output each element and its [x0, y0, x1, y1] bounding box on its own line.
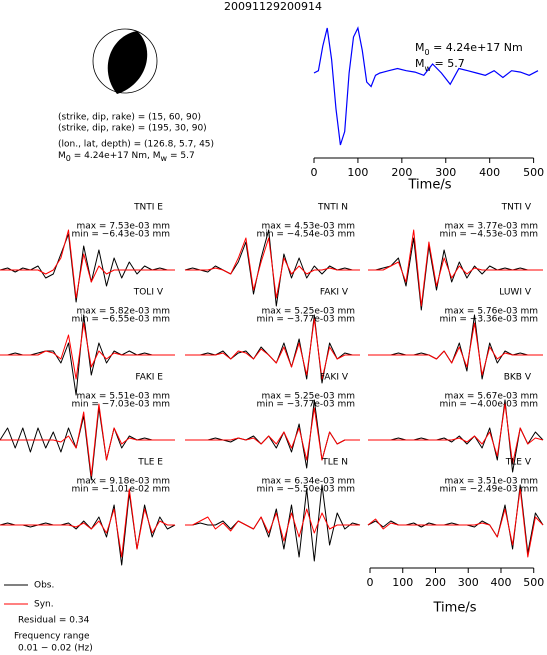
min-label: min = −4.53e-03 mm [440, 230, 538, 240]
location: (lon., lat, depth) = (126.8, 5.7, 45) [58, 140, 214, 150]
syn-trace [0, 322, 175, 380]
syn-trace [368, 403, 544, 465]
station: LUWI V [499, 288, 532, 298]
syn-trace [185, 407, 360, 461]
max-label: max = 5.51e-03 mm [76, 392, 170, 402]
station: TLE E [137, 458, 163, 468]
x-tick-label: 200 [425, 576, 446, 589]
max-label: max = 5.82e-03 mm [76, 307, 170, 317]
min-label: min = −6.43e-03 mm [72, 230, 170, 240]
station: FAKI E [135, 373, 163, 383]
frequency: 0.01 − 0.02 (Hz) [18, 644, 93, 654]
obs-trace [367, 484, 544, 554]
max-label: max = 6.34e-03 mm [261, 477, 355, 487]
obs-trace [368, 314, 543, 380]
plane2: (strike, dip, rake) = (195, 30, 90) [58, 124, 207, 134]
station: TLE N [321, 458, 348, 468]
x-tick-label: 0 [311, 166, 318, 179]
station: BKB V [504, 373, 532, 383]
title: 20091129200914 [224, 0, 322, 13]
x-tick-label: 300 [458, 576, 479, 589]
x-tick-label: 400 [490, 576, 511, 589]
min-label: min = −6.55e-03 mm [72, 315, 170, 325]
syn-trace [185, 318, 360, 380]
station: TNTI V [501, 203, 532, 213]
min-label: min = −3.77e-03 mm [257, 400, 355, 410]
legend-syn: Syn. [34, 600, 54, 610]
x-tick-label: 500 [523, 576, 544, 589]
min-label: min = −4.00e-03 mm [440, 400, 538, 410]
x-tick-label: 0 [367, 576, 374, 589]
x-tick-label: 500 [523, 166, 544, 179]
min-label: min = −3.77e-03 mm [257, 315, 355, 325]
stf-line [313, 26, 539, 146]
stf-moment: M0 = 4.24e+17 Nm [415, 41, 523, 57]
max-label: max = 5.76e-03 mm [444, 307, 538, 317]
frequency-title: Frequency range [14, 632, 90, 642]
max-label: max = 9.18e-03 mm [76, 477, 170, 487]
x-tick-label: 100 [392, 576, 413, 589]
legend-obs: Obs. [34, 581, 54, 591]
max-label: max = 5.25e-03 mm [261, 392, 355, 402]
max-label: max = 5.25e-03 mm [261, 307, 355, 317]
station: FAKI V [320, 373, 349, 383]
plane1: (strike, dip, rake) = (15, 60, 90) [58, 113, 201, 123]
min-label: min = −2.49e-03 mm [440, 485, 538, 495]
syn-trace [0, 403, 175, 477]
station: TNTI N [317, 203, 348, 213]
syn-trace [368, 229, 543, 307]
max-label: max = 3.51e-03 mm [444, 477, 538, 487]
syn-trace [185, 508, 360, 542]
x-tick-label: 200 [391, 166, 412, 179]
max-label: max = 4.53e-03 mm [261, 222, 355, 232]
max-label: max = 5.67e-03 mm [444, 392, 538, 402]
min-label: min = −3.36e-03 mm [440, 315, 538, 325]
syn-trace [0, 488, 175, 558]
syn-trace [0, 229, 175, 299]
syn-trace [368, 322, 543, 376]
max-label: max = 3.77e-03 mm [444, 222, 538, 232]
residual: Residual = 0.34 [18, 616, 90, 626]
obs-trace [0, 492, 176, 566]
min-label: min = −7.03e-03 mm [72, 400, 170, 410]
min-label: min = −1.01e-02 mm [72, 485, 170, 495]
max-label: max = 7.53e-03 mm [76, 222, 170, 232]
station: TOLI V [133, 288, 164, 298]
time-xlabel: Time/s [433, 601, 477, 616]
stf-xlabel: Time/s [408, 178, 452, 193]
x-tick-label: 400 [479, 166, 500, 179]
moment-line: M0 = 4.24e+17 Nm, Mw = 5.7 [58, 151, 195, 163]
beachball [92, 28, 158, 94]
station: TNTI E [133, 203, 163, 213]
station: TLE V [505, 458, 532, 468]
x-tick-label: 300 [435, 166, 456, 179]
syn-trace [185, 237, 360, 299]
min-label: min = −5.50e-03 mm [257, 485, 355, 495]
min-label: min = −4.54e-03 mm [257, 230, 355, 240]
stf-magnitude: Mw = 5.7 [415, 57, 465, 73]
obs-trace [368, 237, 543, 311]
syn-trace [367, 488, 544, 558]
station: FAKI V [320, 288, 349, 298]
x-tick-label: 100 [347, 166, 368, 179]
